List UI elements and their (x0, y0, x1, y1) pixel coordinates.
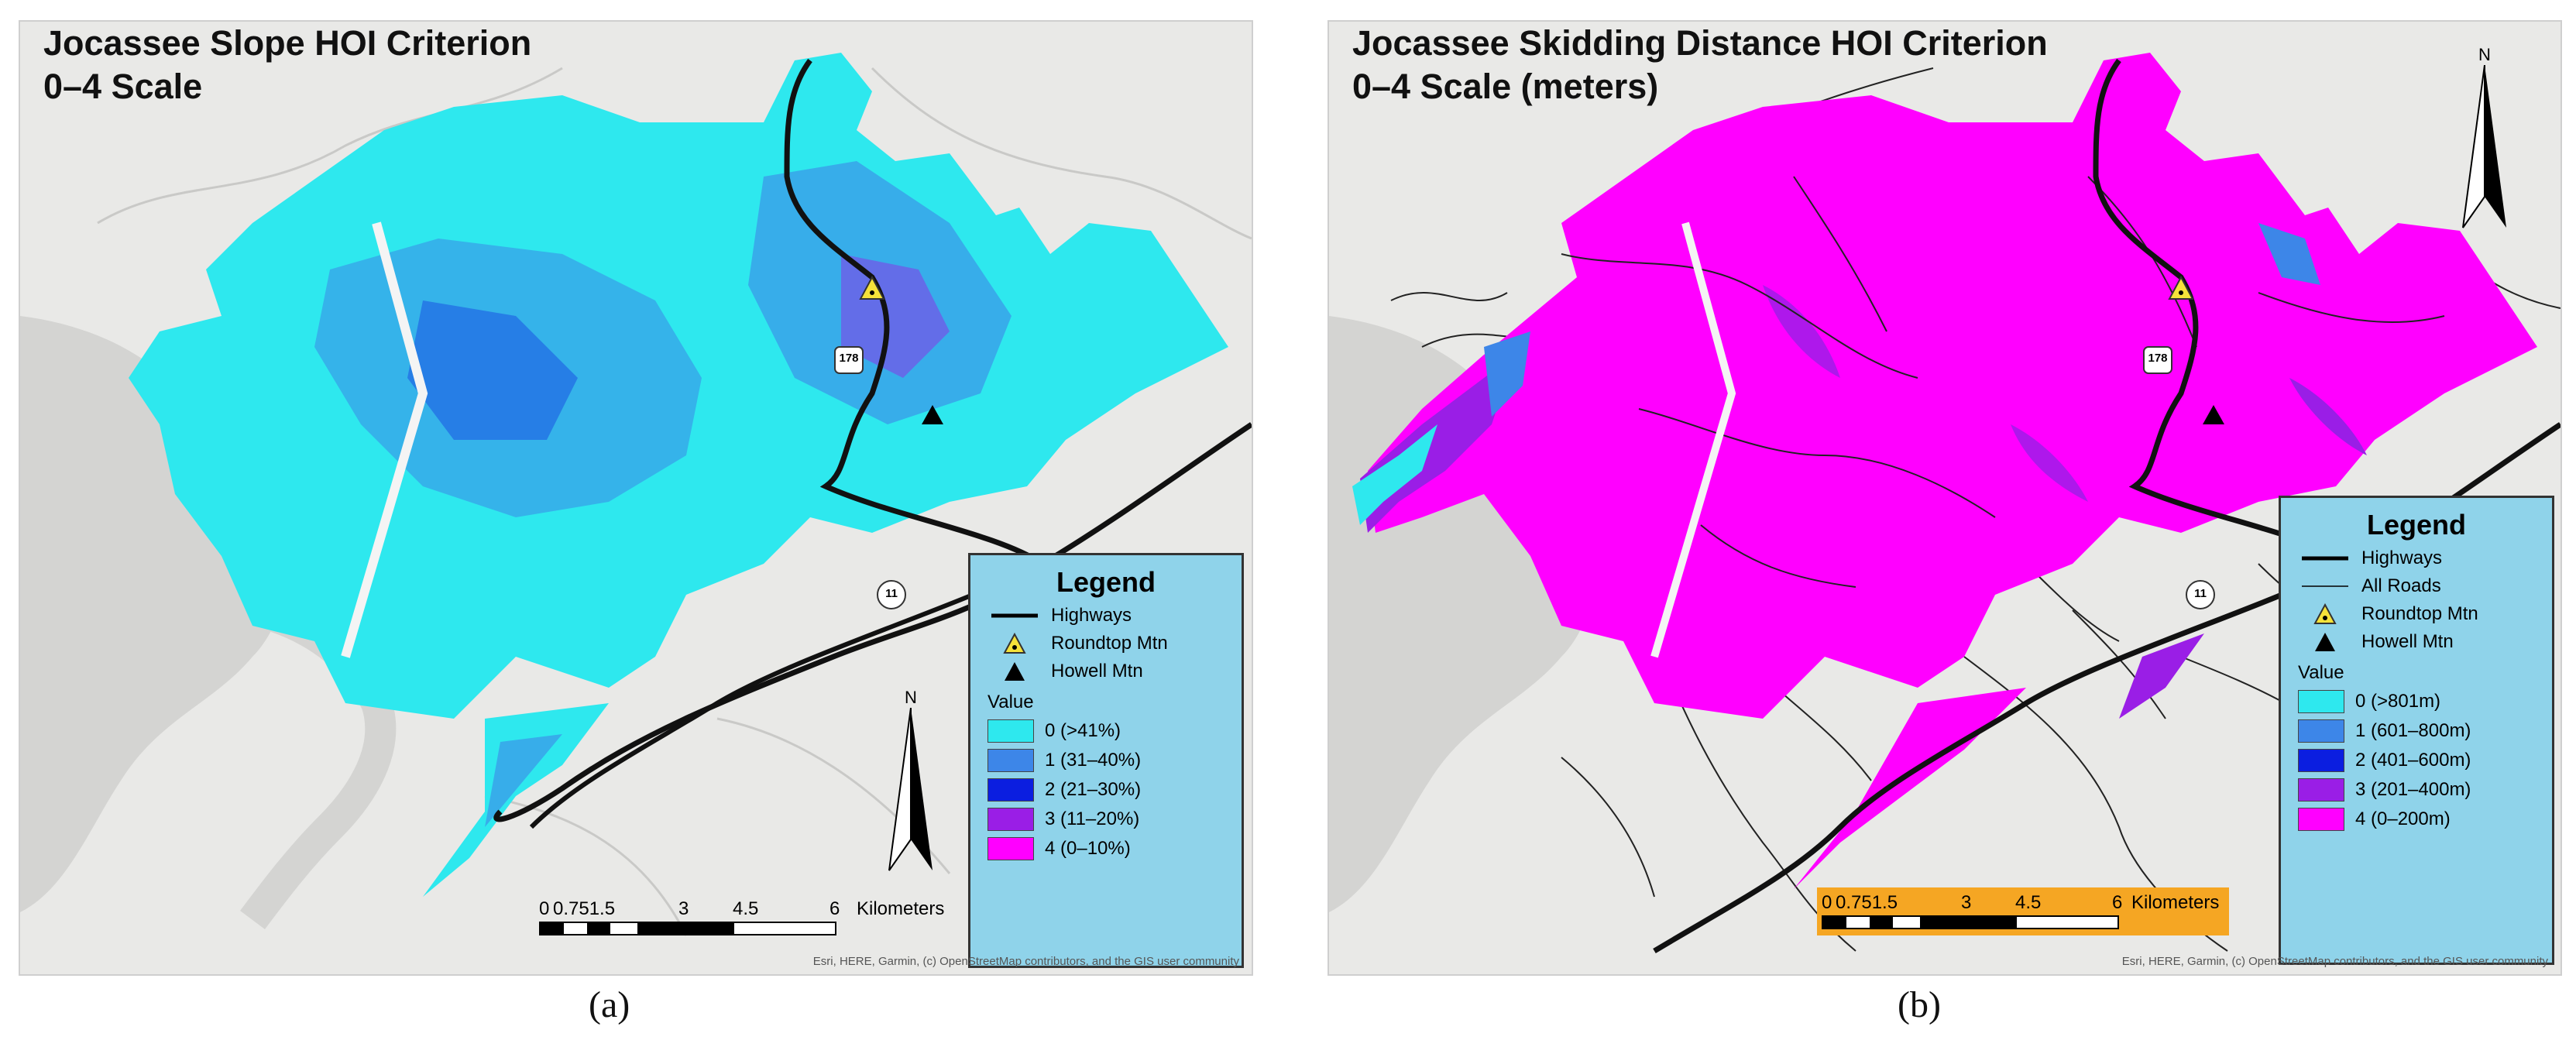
attribution: Esri, HERE, Garmin, (c) OpenStreetMap co… (2121, 955, 2548, 968)
howell-mtn-marker (922, 405, 943, 424)
shield-11-label: 11 (885, 587, 898, 600)
north-arrow: N (888, 688, 934, 882)
caption-a: (a) (589, 984, 630, 1025)
route-shield-178 (2143, 346, 2172, 374)
route-shield-178 (834, 346, 864, 374)
shield-178-label: 178 (2148, 352, 2168, 365)
slope-raster (129, 53, 1228, 897)
map-title: Jocassee Skidding Distance HOI Criterion… (1352, 23, 2048, 106)
shield-178-label: 178 (839, 352, 859, 365)
basemap (1329, 53, 2561, 954)
shield-11-label: 11 (2194, 587, 2207, 600)
map-panel-skidding: 178 11 Jocassee Skidding Distance HOI Cr… (1327, 20, 2562, 976)
map-legend: Legend Highways Roundtop Mtn Howell Mtn … (968, 553, 1244, 968)
basemap (20, 53, 1252, 936)
howell-mtn-marker (2203, 405, 2224, 424)
route-shield-11 (2186, 580, 2215, 609)
scale-bar: 0 0.751.5 3 4.5 6 Kilometers (1817, 887, 2229, 935)
highway-11 (1653, 561, 2353, 954)
attribution: Esri, HERE, Garmin, (c) OpenStreetMap co… (812, 955, 1239, 968)
map-panel-slope: 178 11 Jocassee Slope HOI Criterion 0–4 … (19, 20, 1253, 976)
map-legend: Legend Highways All Roads Roundtop Mtn H… (2279, 496, 2554, 965)
caption-b: (b) (1898, 984, 1941, 1025)
roundtop-mtn-marker (2168, 275, 2194, 300)
skidding-raster (1352, 53, 2537, 889)
north-arrow: N (2461, 45, 2508, 239)
scale-bar: 0 0.751.5 3 4.5 6 Kilometers (539, 898, 944, 935)
map-title: Jocassee Slope HOI Criterion 0–4 Scale (43, 23, 532, 106)
route-shield-11 (877, 580, 906, 609)
highway-178 (784, 58, 1252, 568)
roundtop-mtn-marker (859, 275, 885, 300)
